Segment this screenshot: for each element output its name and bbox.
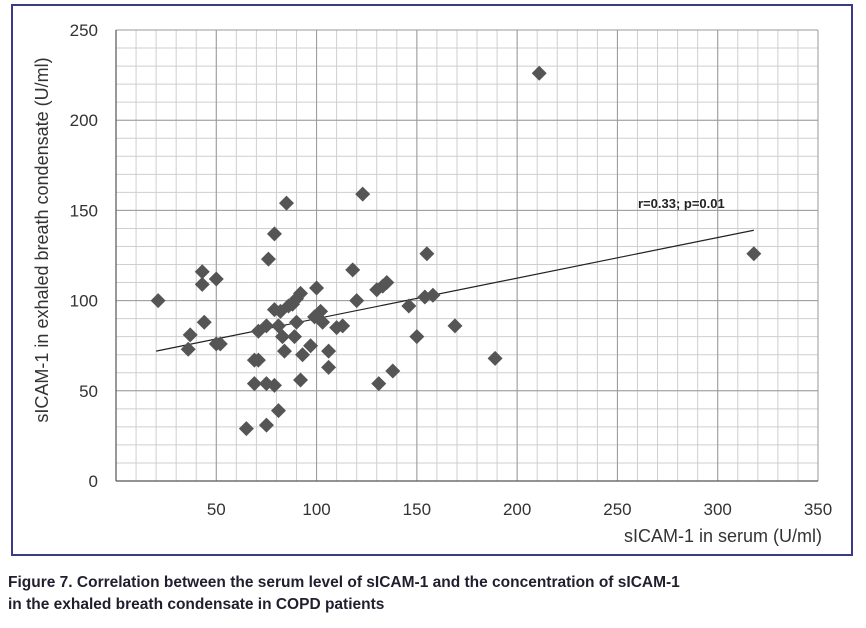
data-point [270, 403, 286, 419]
x-tick-label: 300 [704, 500, 732, 519]
data-point [238, 421, 254, 437]
data-point [258, 318, 274, 334]
major-grid [116, 29, 819, 482]
data-point [425, 287, 441, 303]
y-tick-label: 0 [89, 472, 98, 491]
figure-caption: Figure 7. Correlation between the serum … [8, 572, 858, 616]
data-point [278, 195, 294, 211]
data-point [321, 359, 337, 375]
data-point [274, 329, 290, 345]
x-tick-label: 350 [804, 500, 832, 519]
data-point [289, 314, 305, 330]
chart-frame: 0 50 100 150 200 250 50 100 150 200 250 300 350 r=0… [11, 4, 853, 556]
data-point [208, 271, 224, 287]
data-point [371, 376, 387, 392]
data-point [194, 264, 210, 280]
data-point [345, 262, 361, 278]
caption-line-1: Figure 7. Correlation between the serum … [8, 574, 680, 591]
x-tick-label: 100 [302, 500, 330, 519]
data-point [293, 285, 309, 301]
scatter-points [150, 65, 762, 437]
data-point [180, 341, 196, 357]
y-tick-labels: 0 50 100 150 200 250 [70, 21, 98, 491]
data-point [335, 318, 351, 334]
x-tick-labels: 50 100 150 200 250 300 350 [207, 500, 832, 519]
data-point [303, 338, 319, 354]
y-tick-label: 250 [70, 21, 98, 40]
data-point [385, 363, 401, 379]
y-tick-label: 50 [79, 382, 98, 401]
x-tick-label: 200 [503, 500, 531, 519]
data-point [419, 246, 435, 262]
data-point [194, 276, 210, 292]
data-point [401, 298, 417, 314]
data-point [309, 280, 325, 296]
data-point [266, 226, 282, 242]
data-point [276, 343, 292, 359]
data-point [246, 376, 262, 392]
data-point [349, 293, 365, 309]
data-point [196, 314, 212, 330]
data-point [313, 303, 329, 319]
data-point [266, 377, 282, 393]
data-point [379, 275, 395, 291]
data-point [746, 246, 762, 262]
chart-border [11, 4, 853, 556]
data-point [315, 314, 331, 330]
data-point [150, 293, 166, 309]
data-point [447, 318, 463, 334]
y-tick-label: 100 [70, 292, 98, 311]
correlation-annotation: r=0.33; p=0.01 [638, 196, 725, 211]
data-point [250, 352, 266, 368]
y-axis-title: sICAM-1 in exhaled breath condensate (U/… [32, 57, 52, 422]
data-point [258, 417, 274, 433]
data-point [321, 343, 337, 359]
data-point [487, 350, 503, 366]
data-point [355, 186, 371, 202]
data-point [295, 347, 311, 363]
data-point [293, 372, 309, 388]
x-tick-label: 250 [603, 500, 631, 519]
x-tick-label: 50 [207, 500, 226, 519]
caption-line-2: in the exhaled breath condensate in COPD… [8, 596, 385, 613]
x-axis-title: sICAM-1 in serum (U/ml) [624, 526, 822, 546]
data-point [212, 336, 228, 352]
x-tick-label: 150 [403, 500, 431, 519]
data-point [287, 329, 303, 345]
data-point [182, 327, 198, 343]
y-tick-label: 200 [70, 111, 98, 130]
y-tick-label: 150 [70, 201, 98, 220]
data-point [409, 329, 425, 345]
data-point [260, 251, 276, 267]
data-point [531, 65, 547, 81]
